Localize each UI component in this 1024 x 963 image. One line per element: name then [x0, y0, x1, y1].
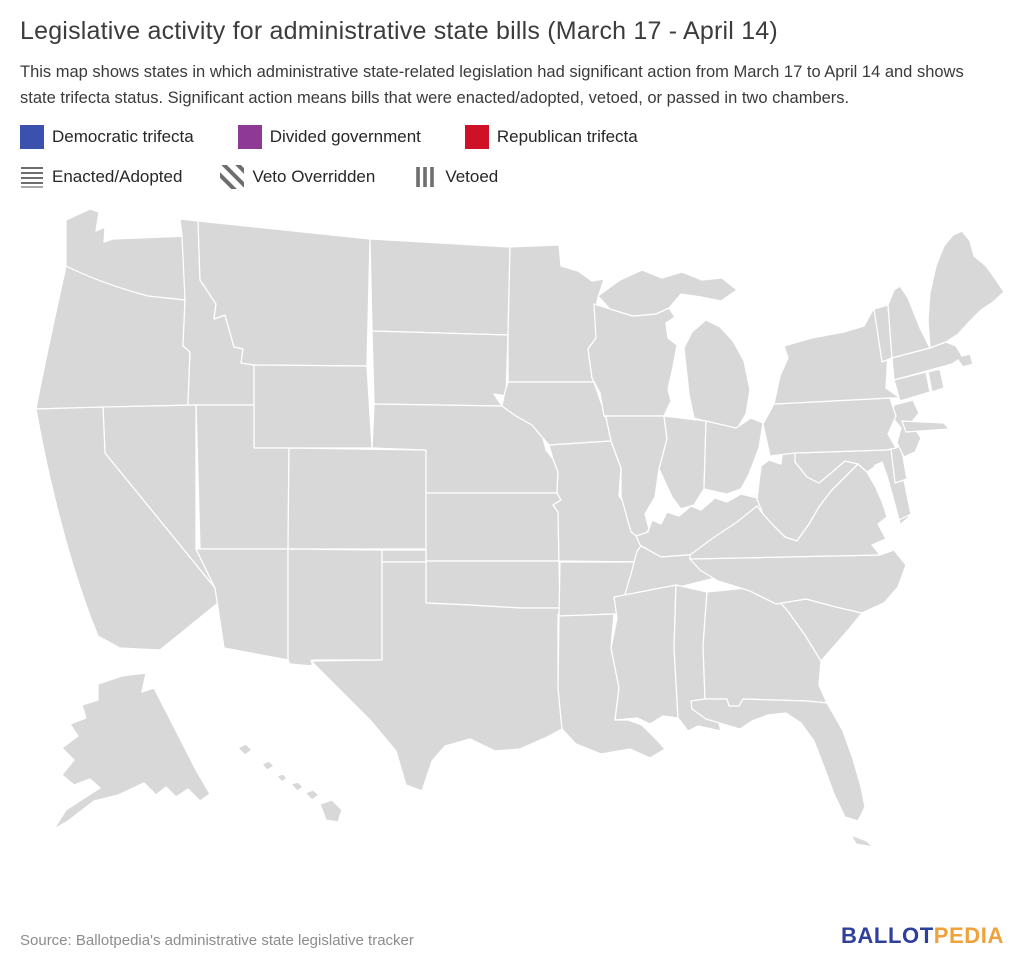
state-michigan-upper-peninsula[interactable]: [597, 269, 738, 317]
legend-label: Enacted/Adopted: [52, 166, 183, 186]
state-delaware[interactable]: [890, 445, 908, 484]
diagonal-lines-icon: [220, 164, 245, 189]
state-colorado[interactable]: [287, 447, 427, 550]
democratic-trifecta-swatch-icon: [20, 124, 44, 149]
state-wyoming[interactable]: [253, 364, 373, 449]
vertical-lines-icon: [416, 166, 435, 187]
logo-ballot: BALLOT: [840, 923, 934, 948]
legend-item-divided-government: Divided government: [237, 124, 421, 149]
state-new-york-long-island[interactable]: [901, 420, 950, 433]
state-pennsylvania[interactable]: [762, 397, 897, 457]
legend-label: Democratic trifecta: [52, 126, 194, 146]
state-south-dakota[interactable]: [371, 330, 509, 407]
state-michigan-lower-peninsula[interactable]: [683, 319, 751, 430]
state-california[interactable]: [35, 406, 219, 651]
state-new-york[interactable]: [773, 303, 901, 405]
us-states-map: [35, 208, 1005, 848]
legend-label: Republican trifecta: [496, 126, 638, 146]
state-rhode-island[interactable]: [927, 368, 945, 393]
legend-item-veto-overridden: Veto Overridden: [220, 164, 376, 189]
map-description: This map shows states in which administr…: [20, 63, 964, 108]
horizontal-lines-icon: [21, 166, 43, 188]
page-title: Legislative activity for administrative …: [20, 17, 778, 45]
legend-label: Veto Overridden: [252, 166, 376, 186]
state-kansas[interactable]: [425, 492, 562, 562]
legend-label: Vetoed: [445, 166, 499, 186]
state-north-carolina[interactable]: [689, 549, 907, 614]
legend-label: Divided government: [269, 126, 421, 146]
state-connecticut[interactable]: [893, 371, 931, 402]
legend-item-vetoed: Vetoed: [413, 165, 498, 189]
state-arizona[interactable]: [195, 548, 289, 661]
state-ohio[interactable]: [703, 417, 764, 495]
state-new-mexico[interactable]: [287, 548, 383, 667]
legend-item-democratic-trifecta: Democratic trifecta: [20, 124, 194, 149]
state-maine[interactable]: [927, 230, 1005, 349]
header: Legislative activity for administrative …: [0, 0, 1024, 112]
state-mississippi[interactable]: [610, 584, 679, 725]
state-montana[interactable]: [197, 220, 371, 367]
state-texas[interactable]: [310, 561, 563, 792]
state-massachusetts[interactable]: [891, 341, 974, 381]
state-florida-keys[interactable]: [850, 834, 874, 848]
divided-government-swatch-icon: [237, 124, 262, 149]
chesapeake-bay: [874, 461, 899, 522]
state-new-hampshire[interactable]: [887, 285, 931, 359]
state-alaska[interactable]: [53, 672, 211, 830]
trifecta-legend: Democratic trifecta Divided government R…: [0, 120, 1024, 154]
state-wisconsin[interactable]: [587, 303, 678, 417]
state-missouri[interactable]: [548, 440, 646, 563]
state-indiana[interactable]: [658, 415, 707, 510]
state-virginia[interactable]: [689, 463, 888, 560]
state-hawaii[interactable]: [237, 743, 343, 823]
republican-trifecta-swatch-icon: [464, 124, 489, 149]
state-florida[interactable]: [690, 698, 866, 822]
footer: Source: Ballotpedia's administrative sta…: [20, 923, 1004, 949]
action-legend: Enacted/Adopted Veto Overridden Vetoed: [0, 160, 1024, 194]
legend-item-enacted-adopted: Enacted/Adopted: [20, 165, 182, 189]
state-north-dakota[interactable]: [369, 238, 511, 336]
source-text: Source: Ballotpedia's administrative sta…: [20, 932, 414, 949]
logo-pedia: PEDIA: [933, 923, 1004, 948]
ballotpedia-logo: BALLOTPEDIA: [841, 923, 1004, 949]
legend-item-republican-trifecta: Republican trifecta: [464, 124, 638, 149]
